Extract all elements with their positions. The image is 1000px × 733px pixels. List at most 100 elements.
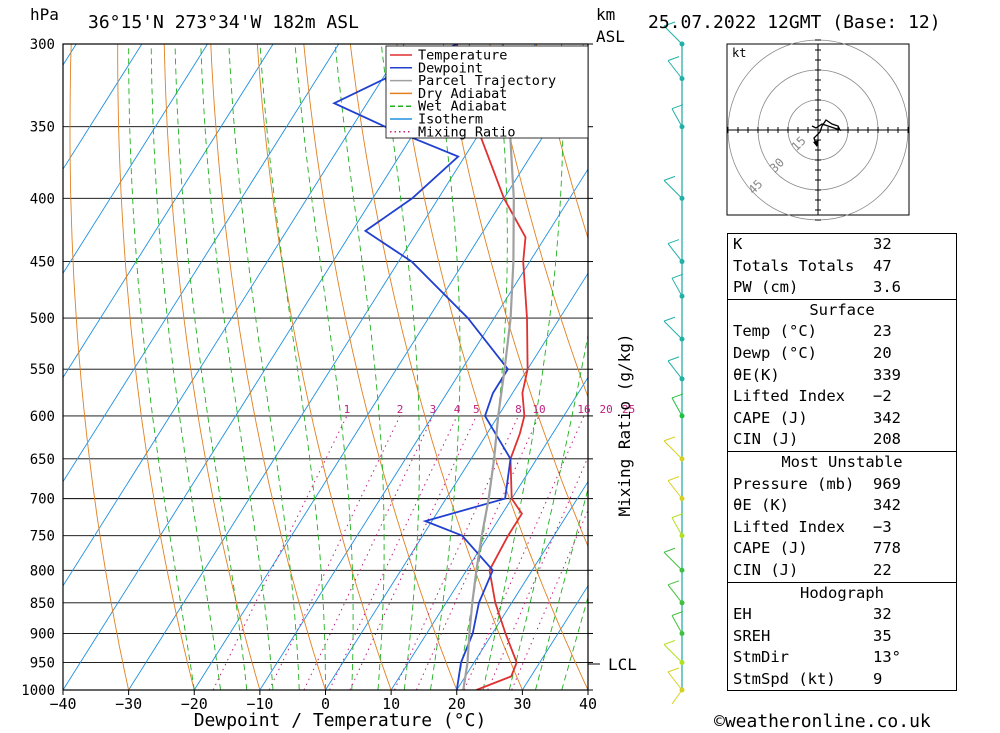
x-tick-label: −30 <box>115 695 142 713</box>
dry-adiabat <box>442 44 588 548</box>
surface-key: Dewp (°C) <box>733 343 817 362</box>
asl-label: ASL <box>596 27 625 46</box>
table-row: θE(K) 339 <box>728 365 956 387</box>
wet-adiabat <box>228 44 300 690</box>
pressure-tick-label: 550 <box>30 362 55 378</box>
table-row: StmSpd (kt) 9 <box>728 669 956 691</box>
index-key: K <box>733 235 743 253</box>
indices-table: K 32 Totals Totals 47 PW (cm) 3.6 Surface Tem… <box>727 233 957 692</box>
most-unstable-key: θE (K) <box>733 496 789 515</box>
x-tick-label: −20 <box>181 695 208 713</box>
table-row: SREH 35 <box>728 626 956 648</box>
series-parcel-trajectory <box>462 44 515 690</box>
legend-label: Dry Adiabat <box>418 86 507 102</box>
wet-adiabat <box>174 44 248 690</box>
surface-value: 20 <box>873 343 892 362</box>
table-row: K 32 <box>728 234 956 256</box>
mixing-ratio-label: 8 <box>515 403 522 416</box>
wind-barb <box>667 243 683 262</box>
hodograph-key: SREH <box>733 626 771 645</box>
wind-point <box>679 124 685 130</box>
wet-adiabat <box>294 44 354 690</box>
wet-adiabat <box>128 44 195 690</box>
wind-barb <box>667 671 683 691</box>
wind-barb <box>663 25 683 45</box>
legend-label: Mixing Ratio <box>418 124 516 140</box>
dry-adiabat <box>489 44 588 399</box>
legend-label: Dewpoint <box>418 60 483 76</box>
table-row: PW (cm) 3.6 <box>728 277 956 299</box>
table-row: Lifted Index −3 <box>728 517 956 539</box>
wind-barb <box>667 360 683 380</box>
most-unstable-key: Lifted Index <box>733 517 845 536</box>
hodograph-key: StmDir <box>733 648 789 667</box>
dry-adiabat <box>163 44 261 690</box>
surface-key: θE(K) <box>733 365 780 384</box>
isotherm <box>63 44 405 587</box>
surface-value: 23 <box>873 322 892 341</box>
x-tick-label: 10 <box>382 695 400 713</box>
table-row: CIN (J) 208 <box>728 429 956 451</box>
x-axis-label: Dewpoint / Temperature (°C) <box>194 710 487 731</box>
most-unstable-value: 778 <box>873 539 901 558</box>
legend-label: Wet Adiabat <box>418 99 507 115</box>
pressure-tick-label: 300 <box>30 37 55 53</box>
wind-barb <box>667 60 683 79</box>
isotherm <box>63 44 143 171</box>
pressure-tick-label: 900 <box>30 626 55 642</box>
surface-key: CAPE (J) <box>733 408 808 427</box>
legend-label: Temperature <box>418 48 507 64</box>
hodograph-title: Hodograph <box>800 583 884 602</box>
surface-key: Lifted Index <box>733 387 845 406</box>
table-row: EH 32 <box>728 604 956 626</box>
table-row: Lifted Index −2 <box>728 386 956 408</box>
table-row: StmDir 13° <box>728 647 956 669</box>
table-row: Dewp (°C) 20 <box>728 343 956 365</box>
most-unstable-value: 342 <box>873 496 901 515</box>
pressure-tick-label: 750 <box>30 529 55 545</box>
x-tick-label: 20 <box>448 695 466 713</box>
wind-barb <box>671 277 683 297</box>
plot-frame <box>62 43 589 691</box>
mixing-ratio-line <box>329 415 458 690</box>
pressure-tick-label: 400 <box>30 191 55 207</box>
wet-adiabat <box>380 44 420 690</box>
index-key: Totals Totals <box>733 256 855 275</box>
wind-barb <box>663 320 683 340</box>
table-row: CIN (J) 22 <box>728 560 956 582</box>
mixing-ratio-label: 16 <box>577 403 590 416</box>
most-unstable-key: CAPE (J) <box>733 539 808 558</box>
isotherm <box>128 44 536 690</box>
x-tick-label: −10 <box>246 695 273 713</box>
surface-key: CIN (J) <box>733 430 799 449</box>
dry-adiabat <box>303 44 458 690</box>
mixing-ratio-label: 25 <box>622 403 635 416</box>
pressure-tick-label: 500 <box>30 311 55 327</box>
wet-adiabat <box>334 44 385 690</box>
dry-adiabat <box>256 44 392 690</box>
x-tick-label: 30 <box>513 695 531 713</box>
datetime-title: 25.07.2022 12GMT (Base: 12) <box>648 12 941 33</box>
most-unstable-value: −3 <box>873 517 892 536</box>
wind-barb <box>663 440 683 460</box>
wind-barb <box>671 517 683 536</box>
surface-key: Temp (°C) <box>733 322 817 341</box>
isotherm <box>259 168 588 690</box>
x-tick-label: −40 <box>49 695 76 713</box>
hodograph-value: 32 <box>873 605 892 624</box>
most-unstable-key: CIN (J) <box>733 560 799 579</box>
x-tick-label: 40 <box>579 695 597 713</box>
table-row: Temp (°C) 23 <box>728 321 956 343</box>
mixing-ratio-line <box>303 415 434 690</box>
hodograph-unit: kt <box>732 46 746 60</box>
dry-adiabat <box>69 44 130 690</box>
mixing-ratio-line <box>511 508 588 690</box>
wet-adiabat <box>259 44 326 690</box>
pressure-tick-label: 450 <box>30 255 55 271</box>
isotherm <box>63 44 471 690</box>
dry-adiabat <box>535 44 588 240</box>
dry-adiabat <box>117 44 195 690</box>
legend-label: Isotherm <box>418 112 483 128</box>
table-row: θE (K) 342 <box>728 495 956 517</box>
